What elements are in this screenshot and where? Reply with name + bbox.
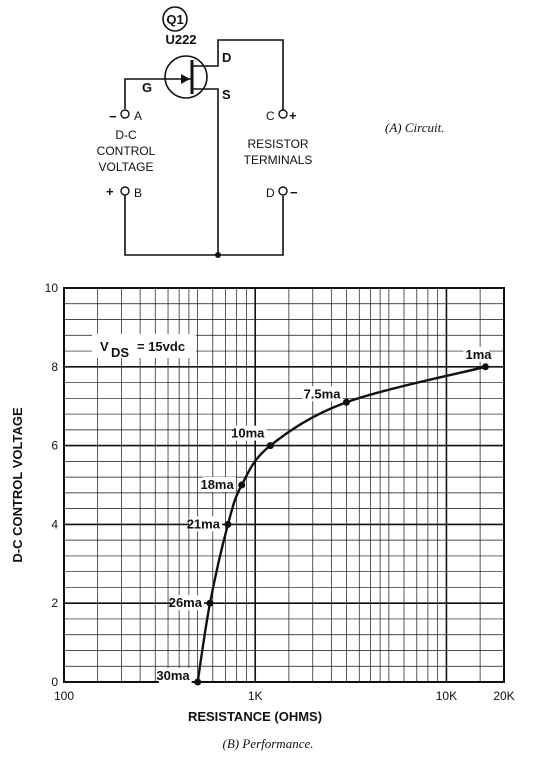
pin-s-label: S [222, 87, 231, 102]
data-point [224, 520, 232, 528]
terminal-d [278, 186, 288, 196]
q1-tag-text: Q1 [166, 12, 183, 27]
x-tick-label: 100 [54, 689, 74, 703]
y-tick-label: 10 [45, 281, 59, 295]
circuit-caption: (A) Circuit. [385, 120, 444, 135]
term-d-label: D [266, 186, 275, 200]
data-label: 1ma [465, 347, 492, 362]
y-tick-label: 0 [51, 675, 58, 689]
vds-subscript: DS [111, 345, 129, 360]
term-a-sign: − [109, 109, 117, 124]
data-point [238, 481, 246, 489]
performance-caption: (B) Performance. [223, 736, 314, 751]
data-label-bg [302, 386, 343, 402]
control-label-line2: CONTROL [97, 144, 156, 158]
resistor-label-line1: RESISTOR [247, 137, 308, 151]
data-label: 18ma [200, 477, 234, 492]
y-tick-label: 4 [51, 517, 58, 531]
data-point [206, 599, 214, 607]
data-label-bg [233, 425, 267, 441]
data-label-bg [171, 595, 204, 611]
control-label-line3: VOLTAGE [99, 160, 154, 174]
drain-lead [192, 39, 284, 110]
data-point [481, 363, 489, 371]
q1-tag-circle [162, 6, 188, 32]
y-tick-label: 2 [51, 596, 58, 610]
control-label-line1: D-C [115, 128, 137, 142]
pin-g-label: G [142, 80, 152, 95]
vds-value: = 15vdc [137, 339, 185, 354]
terminal-b [120, 186, 130, 196]
transistor-symbol [164, 55, 208, 99]
source-lead [192, 88, 219, 255]
resistor-label-line2: TERMINALS [244, 153, 313, 167]
term-d-sign: − [290, 185, 298, 200]
data-point [342, 398, 350, 406]
vds-symbol: V [100, 339, 109, 354]
x-tick-label: 20K [493, 689, 514, 703]
vds-annotation: V DS = 15vdc [92, 334, 196, 360]
transistor-part-number: U222 [165, 32, 196, 47]
term-c-sign: + [289, 108, 297, 123]
y-tick-label: 8 [51, 360, 58, 374]
gate-arrowhead [181, 74, 190, 84]
term-b-sign: + [106, 184, 114, 199]
gate-wire [124, 78, 165, 109]
circuit-diagram: Q1 U222 G D S − A D-C CONTROL VOLTAGE + … [97, 6, 444, 258]
data-label-bg [463, 346, 490, 362]
x-axis-label: RESISTANCE (OHMS) [188, 709, 322, 724]
y-tick-labels: 0 2 4 6 8 10 [45, 281, 59, 689]
term-c-label: C [266, 109, 275, 123]
y-axis-label: D-C CONTROL VOLTAGE [10, 407, 25, 563]
data-label-bg [189, 516, 222, 532]
data-points: 30ma 26ma 21ma 18ma 10ma 7.5ma 1ma [156, 346, 492, 686]
data-label-bg [158, 668, 192, 683]
data-point [266, 442, 274, 450]
pin-d-label: D [222, 50, 231, 65]
data-label: 30ma [156, 668, 190, 683]
bottom-bus [124, 195, 284, 256]
term-b-label: B [134, 186, 142, 200]
term-a-label: A [134, 109, 142, 123]
data-point [194, 678, 202, 686]
data-label: 26ma [169, 595, 203, 610]
x-tick-labels: 100 1K 10K 20K [54, 689, 515, 703]
data-label: 10ma [231, 426, 265, 441]
terminal-c [278, 109, 288, 119]
data-label-bg [202, 477, 236, 492]
data-label: 7.5ma [304, 386, 342, 401]
vds-annotation-bg [92, 334, 196, 358]
plot-frame [63, 287, 505, 683]
x-tick-label: 10K [436, 689, 457, 703]
x-tick-label: 1K [248, 689, 263, 703]
terminal-a [120, 109, 130, 119]
data-label: 21ma [187, 516, 221, 531]
y-tick-label: 6 [51, 439, 58, 453]
junction-dot [215, 252, 221, 258]
